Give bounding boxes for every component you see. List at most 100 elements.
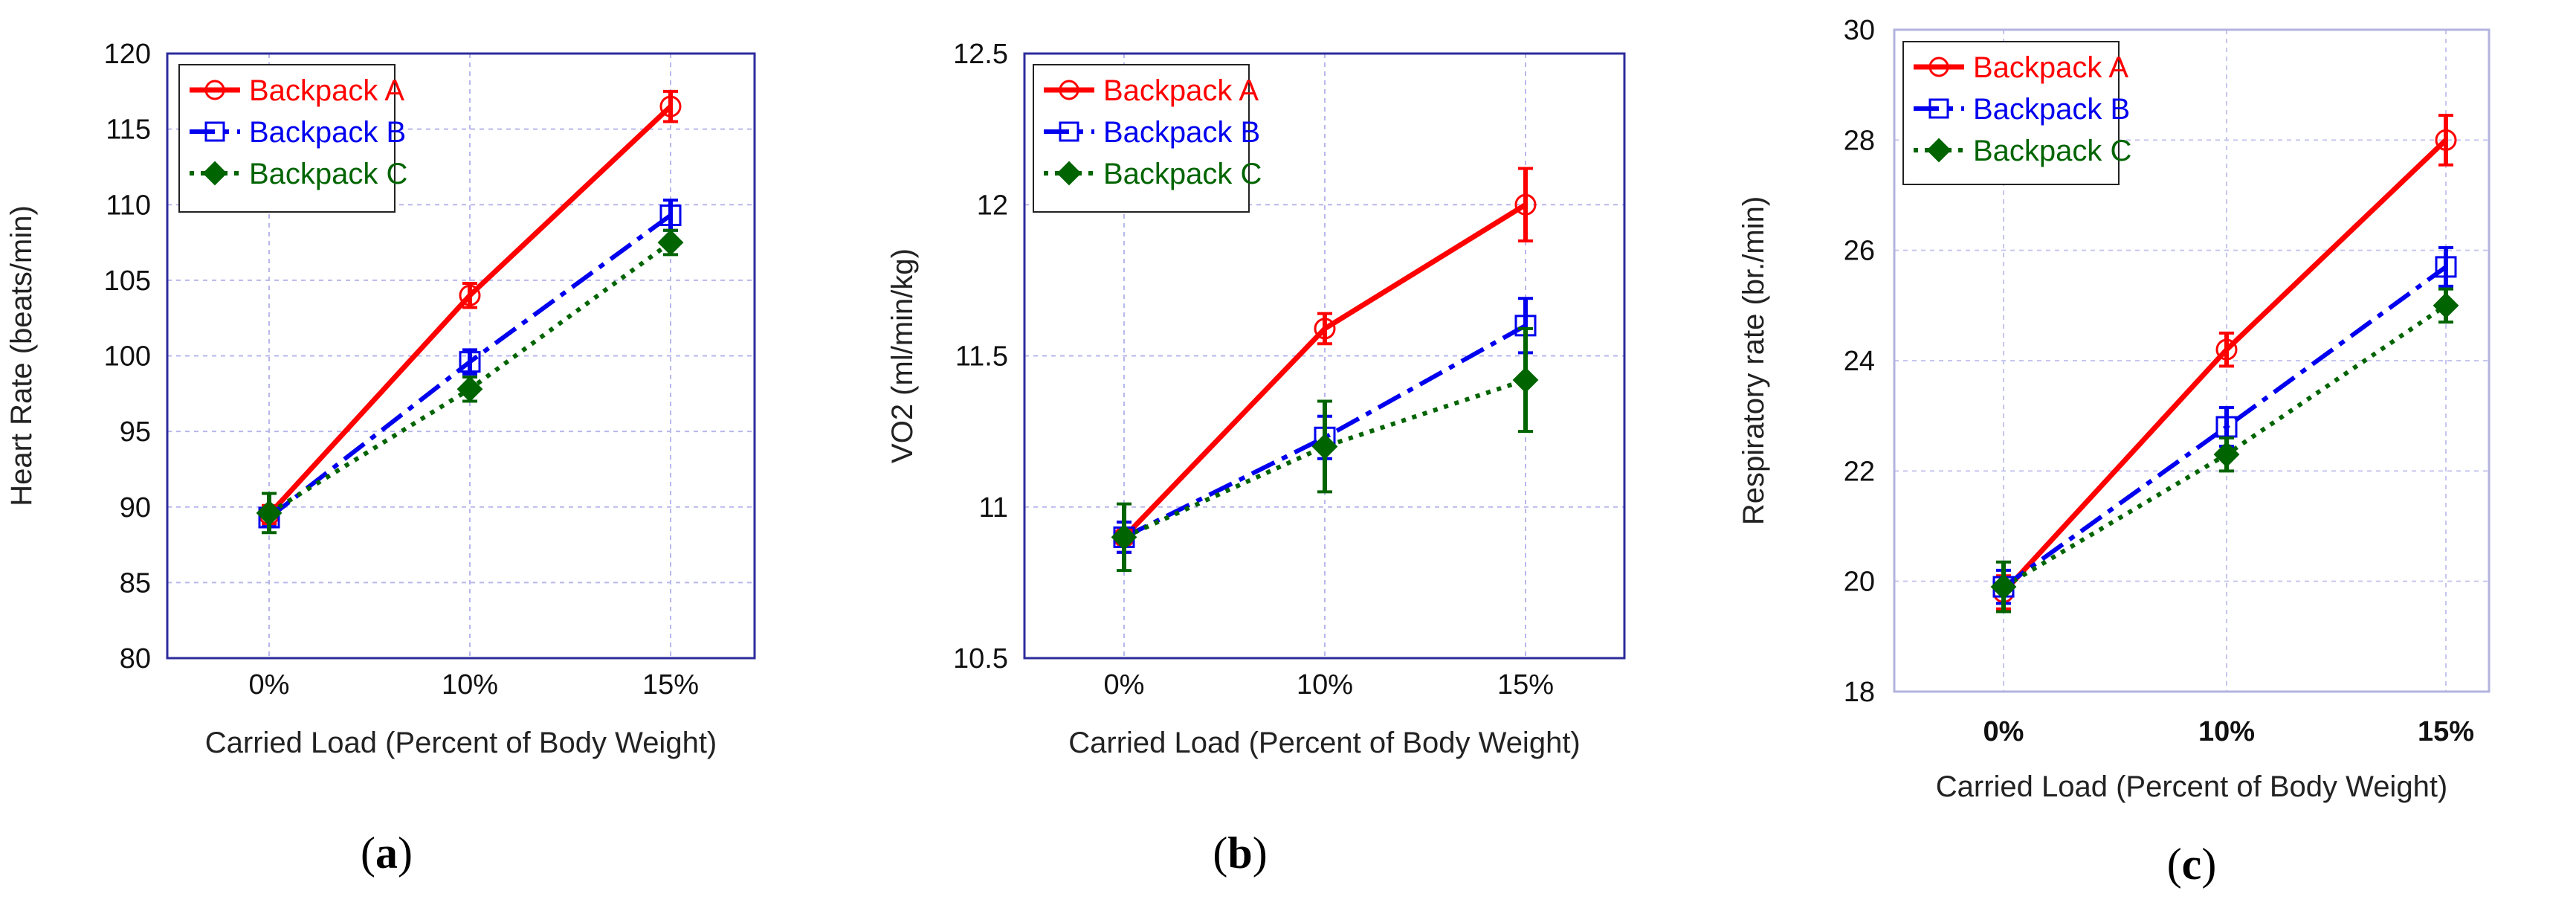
data-point-square — [459, 351, 481, 373]
y-tick-label: 22 — [1844, 456, 1875, 487]
legend-marker-diamond — [202, 161, 227, 186]
x-axis-label: Carried Load (Percent of Body Weight) — [205, 727, 717, 759]
legend-marker-square — [204, 121, 225, 142]
panel-caption: (b) — [1213, 828, 1267, 878]
y-tick-label: 10.5 — [953, 643, 1008, 674]
legend-marker-diamond — [1926, 138, 1952, 163]
legend: Backpack A Backpack B Backpack C — [178, 64, 407, 213]
legend-marker-square — [1928, 98, 1949, 119]
y-tick-label: 20 — [1844, 567, 1875, 598]
legend-marker-square — [1059, 121, 1079, 142]
chart-panel-c: 18 20 22 24 26 28 30 0% 10% 15% Carried Load (Perc… — [1737, 15, 2491, 889]
legend: Backpack A Backpack B Backpack C — [1033, 64, 1262, 213]
y-tick-label: 80 — [120, 643, 151, 674]
x-tick-label: 10% — [442, 669, 498, 701]
error-bar — [462, 348, 477, 376]
data-point-circle — [2435, 129, 2457, 151]
x-tick-label: 15% — [2418, 716, 2474, 747]
legend-marker-circle — [204, 80, 225, 100]
data-point-square — [659, 204, 682, 226]
x-tick-label: 10% — [2198, 716, 2255, 747]
caption-paren: ( — [2167, 840, 2182, 889]
legend-label-1: Backpack A — [1103, 74, 1259, 107]
legend-label-3: Backpack C — [249, 158, 407, 190]
y-tick-label: 105 — [104, 265, 151, 297]
y-tick-label: 110 — [106, 190, 151, 221]
data-point-circle — [1314, 318, 1336, 340]
caption-paren: ( — [1213, 828, 1227, 878]
data-point-circle — [459, 284, 481, 306]
y-tick-label: 18 — [1844, 677, 1875, 708]
legend-label-1: Backpack A — [249, 74, 404, 107]
error-bar — [2219, 331, 2234, 368]
legend: Backpack A Backpack B Backpack C — [1902, 41, 2131, 185]
caption-letter: c — [2182, 840, 2202, 889]
data-point-diamond — [456, 376, 483, 402]
y-axis-label: VO2 (ml/min/kg) — [886, 248, 919, 463]
data-point-diamond — [256, 500, 283, 527]
y-tick-label: 12.5 — [953, 39, 1008, 70]
data-point-diamond — [1311, 434, 1338, 460]
x-axis-label: Carried Load (Percent of Body Weight) — [1936, 770, 2448, 803]
legend-label-2: Backpack B — [1103, 116, 1260, 149]
chart-panel-a: 80 85 90 95 100 105 110 115 120 0% 10% 15% Carried L… — [5, 39, 756, 878]
axes-frame — [166, 52, 756, 660]
y-tick-label: 24 — [1844, 346, 1875, 377]
x-tick-label: 0% — [1983, 716, 2024, 747]
x-tick-label: 15% — [1497, 669, 1554, 701]
data-point-diamond — [657, 229, 684, 256]
data-point-diamond — [1990, 573, 2017, 600]
legend-marker-circle — [1928, 57, 1949, 77]
y-tick-label: 11.5 — [955, 341, 1008, 373]
legend-label-2: Backpack B — [249, 116, 406, 149]
caption-letter: b — [1227, 828, 1252, 878]
data-point-diamond — [1111, 524, 1137, 550]
legend-label-1: Backpack A — [1973, 51, 2128, 84]
caption-paren: ) — [2201, 840, 2216, 889]
y-tick-label: 100 — [104, 341, 151, 373]
caption-paren: ) — [1253, 828, 1268, 878]
y-tick-label: 12 — [977, 190, 1008, 221]
legend-marker-diamond — [1056, 161, 1082, 186]
caption-paren: ) — [398, 828, 413, 878]
legend-marker-circle — [1059, 80, 1079, 100]
x-axis-label: Carried Load (Percent of Body Weight) — [1068, 727, 1581, 759]
y-tick-label: 11 — [979, 492, 1008, 524]
data-point-circle — [1514, 193, 1537, 216]
panel-caption: (c) — [2167, 840, 2217, 889]
error-bar — [462, 281, 477, 309]
y-tick-label: 115 — [106, 115, 151, 146]
caption-paren: ( — [361, 828, 375, 878]
y-tick-label: 28 — [1844, 125, 1875, 156]
data-point-circle — [2215, 338, 2238, 361]
error-bar — [2438, 113, 2453, 167]
y-axis-label: Respiratory rate (br./min) — [1737, 196, 1770, 525]
data-point-circle — [659, 95, 682, 117]
panel-caption: (a) — [361, 828, 413, 878]
y-tick-label: 120 — [104, 39, 151, 70]
data-point-square — [2435, 256, 2457, 278]
y-tick-label: 26 — [1844, 236, 1875, 267]
data-point-diamond — [2433, 292, 2459, 319]
caption-letter: a — [375, 828, 398, 878]
y-tick-label: 95 — [120, 416, 151, 448]
axes-frame — [1023, 52, 1626, 660]
y-tick-label: 30 — [1844, 15, 1875, 46]
data-point-diamond — [1512, 367, 1539, 393]
y-tick-label: 85 — [120, 567, 151, 599]
legend-label-2: Backpack B — [1973, 93, 2130, 126]
series-line-3 — [1123, 378, 1526, 540]
legend-label-3: Backpack C — [1973, 135, 2131, 167]
error-bar — [1518, 167, 1533, 243]
x-tick-label: 0% — [249, 669, 290, 701]
axes-frame — [1893, 28, 2491, 693]
legend-label-3: Backpack C — [1103, 158, 1262, 190]
chart-panel-b: 10.5 11 11.5 12 12.5 0% 10% 15% Carried Load (Pe… — [886, 39, 1626, 878]
x-tick-label: 0% — [1104, 669, 1145, 701]
x-tick-label: 10% — [1297, 669, 1353, 701]
error-bar — [2438, 245, 2453, 288]
y-tick-label: 90 — [120, 492, 151, 524]
x-tick-label: 15% — [642, 669, 699, 701]
data-point-diamond — [2213, 441, 2240, 468]
